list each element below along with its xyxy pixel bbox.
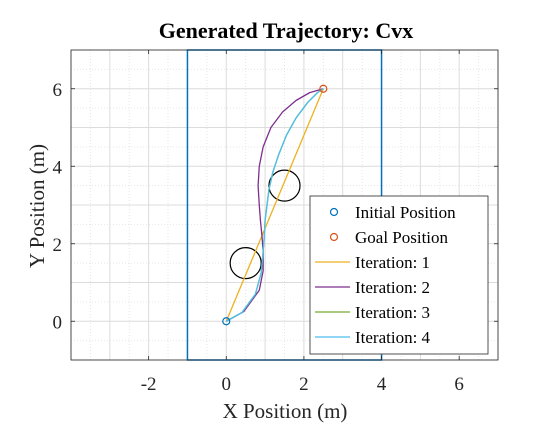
x-tick-label: 4 — [377, 374, 387, 395]
obstacles — [229, 169, 301, 280]
y-tick-label: 4 — [53, 157, 63, 178]
y-tick-label: 6 — [53, 80, 63, 101]
legend-label-4: Iteration: 2 — [355, 278, 430, 297]
legend-label-2: Goal Position — [355, 228, 449, 247]
obstacle-circle-1 — [229, 247, 262, 280]
legend-marker-1 — [329, 207, 339, 217]
series-line-iteration-2 — [225, 88, 324, 322]
y-axis-label: Y Position (m) — [25, 144, 49, 268]
x-tick-label: 0 — [222, 374, 232, 395]
chart-title: Generated Trajectory: Cvx — [159, 18, 414, 43]
x-tick-label: 6 — [454, 374, 464, 395]
legend-label-5: Iteration: 3 — [355, 303, 430, 322]
legend-box — [309, 195, 489, 355]
x-tick-label: -2 — [141, 374, 157, 395]
tick-labels: -2 0 2 4 6 0 2 4 6 — [53, 80, 464, 395]
goal-position-marker — [319, 84, 328, 93]
initial-position-marker — [222, 317, 231, 326]
y-tick-label: 0 — [53, 312, 63, 333]
legend-label-3: Iteration: 1 — [355, 253, 430, 272]
axes-frame — [70, 49, 499, 361]
series-line-iteration-4 — [225, 88, 324, 322]
series-line-iteration-1 — [225, 88, 324, 322]
legend-marker-2 — [329, 232, 339, 242]
position-markers — [222, 84, 328, 326]
x-tick-label: 2 — [299, 374, 309, 395]
x-axis-label: X Position (m) — [223, 399, 348, 423]
obstacle-circle-2 — [268, 169, 301, 202]
legend-label-6: Iteration: 4 — [355, 328, 431, 347]
trajectory-series — [225, 88, 324, 322]
y-tick-label: 2 — [53, 235, 63, 256]
axes-box — [70, 49, 499, 361]
legend-label-1: Initial Position — [355, 203, 456, 222]
legend: Initial Position Goal Position Iteration: … — [309, 195, 489, 355]
